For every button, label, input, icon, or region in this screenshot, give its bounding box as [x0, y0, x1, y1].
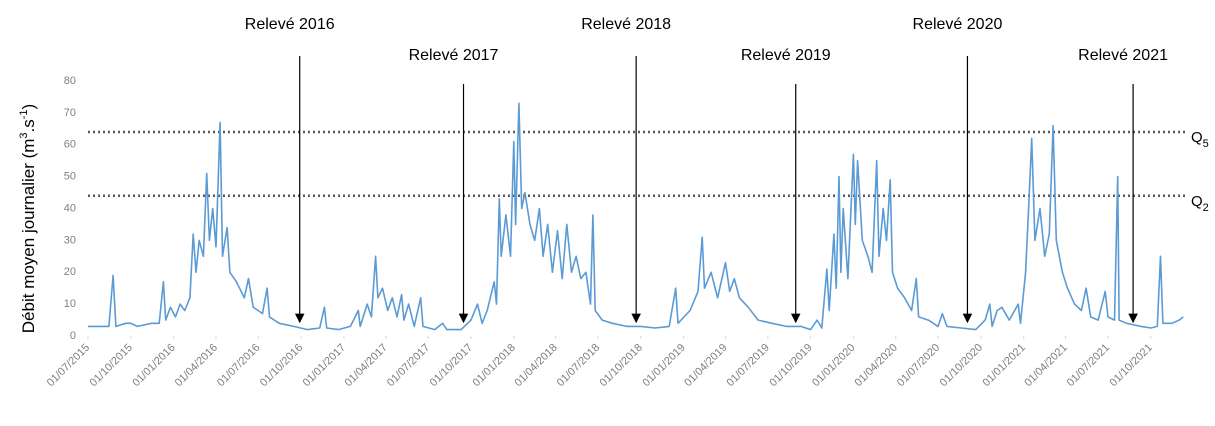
y-tick-label: 20: [64, 266, 76, 278]
data-line: [88, 102, 1184, 331]
reference-label-sub: 2: [1203, 202, 1209, 214]
y-tick-label: 80: [64, 75, 76, 87]
x-tick-label: 01/10/2019: [767, 342, 814, 389]
y-axis-label-part: ): [19, 104, 38, 110]
y-tick-label: 70: [64, 107, 76, 119]
y-tick-label: 30: [64, 234, 76, 246]
x-tick-label: 01/01/2017: [301, 342, 348, 389]
y-tick-label: 60: [64, 139, 76, 151]
x-tick-label: 01/10/2015: [88, 342, 135, 389]
x-tick-label: 01/10/2021: [1108, 342, 1155, 389]
annotation-label: Relevé 2016: [245, 16, 335, 33]
x-tick-label: 01/10/2016: [258, 342, 305, 389]
x-tick-label: 01/07/2018: [555, 342, 602, 389]
reference-label-main: Q: [1191, 129, 1203, 146]
y-axis-label: Débit moyen journalier (m3.s-1): [18, 104, 39, 333]
x-tick-label: 01/07/2021: [1065, 342, 1112, 389]
x-tick-label: 01/10/2020: [938, 342, 985, 389]
x-tick-label: 01/07/2016: [215, 342, 262, 389]
x-tick-label: 01/01/2016: [130, 342, 177, 389]
x-tick-label: 01/07/2017: [385, 342, 432, 389]
x-tick-label: 01/07/2015: [45, 342, 92, 389]
y-tick-label: 10: [64, 298, 76, 310]
annotation-label: Relevé 2017: [409, 47, 499, 64]
reference-label-sub: 5: [1203, 138, 1209, 150]
x-tick-label: 01/01/2021: [981, 342, 1028, 389]
annotation-label: Relevé 2019: [741, 47, 831, 64]
x-tick-label: 01/04/2019: [682, 342, 729, 389]
reference-label: Q2: [1191, 193, 1209, 214]
annotation-label: Relevé 2018: [581, 16, 671, 33]
x-tick-label: 01/04/2021: [1022, 342, 1069, 389]
reference-label: Q5: [1191, 129, 1209, 150]
x-tick-label: 01/01/2019: [640, 342, 687, 389]
y-axis-label-part: Débit moyen journalier (m: [19, 139, 38, 334]
annotation-label: Relevé 2020: [913, 16, 1003, 33]
x-tick-label: 01/04/2018: [512, 342, 559, 389]
y-axis-label-part: 3: [18, 132, 30, 138]
x-tick-label: 01/10/2018: [598, 342, 645, 389]
y-tick-label: 50: [64, 171, 76, 183]
x-tick-label: 01/04/2020: [853, 342, 900, 389]
x-tick-label: 01/04/2016: [173, 342, 220, 389]
y-axis-label-part: -1: [18, 109, 30, 119]
y-tick-label: 40: [64, 202, 76, 214]
x-tick-label: 01/01/2018: [471, 342, 518, 389]
x-tick-label: 01/01/2020: [810, 342, 857, 389]
x-tick-label: 01/10/2017: [428, 342, 475, 389]
y-tick-label: 0: [70, 330, 76, 342]
annotation-label: Relevé 2021: [1078, 47, 1168, 64]
x-tick-label: 01/07/2020: [895, 342, 942, 389]
x-tick-label: 01/04/2017: [343, 342, 390, 389]
reference-label-main: Q: [1191, 193, 1203, 210]
x-tick-label: 01/07/2019: [725, 342, 772, 389]
y-axis-label-part: .s: [19, 119, 38, 132]
